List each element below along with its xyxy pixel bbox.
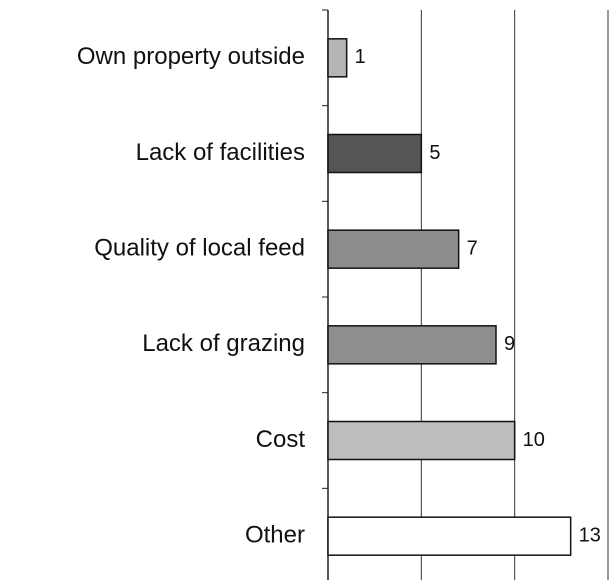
y-tick-label: Quality of local feed [94,235,305,262]
value-label: 7 [467,237,478,259]
bar [327,325,497,365]
bar [327,516,572,556]
y-tick-label: Lack of facilities [136,139,305,166]
y-tick-label: Lack of grazing [142,330,305,357]
value-label: 13 [579,524,601,546]
bar [327,38,348,78]
bar [327,420,516,461]
y-tick-label: Own property outside [77,43,305,70]
value-label: 5 [429,142,440,164]
y-tick-label: Other [245,522,305,549]
value-label: 1 [355,46,366,68]
value-label: 9 [504,333,515,355]
bar [327,133,423,174]
value-label: 10 [523,429,545,451]
bar [327,229,460,269]
y-tick-label: Cost [256,426,306,453]
